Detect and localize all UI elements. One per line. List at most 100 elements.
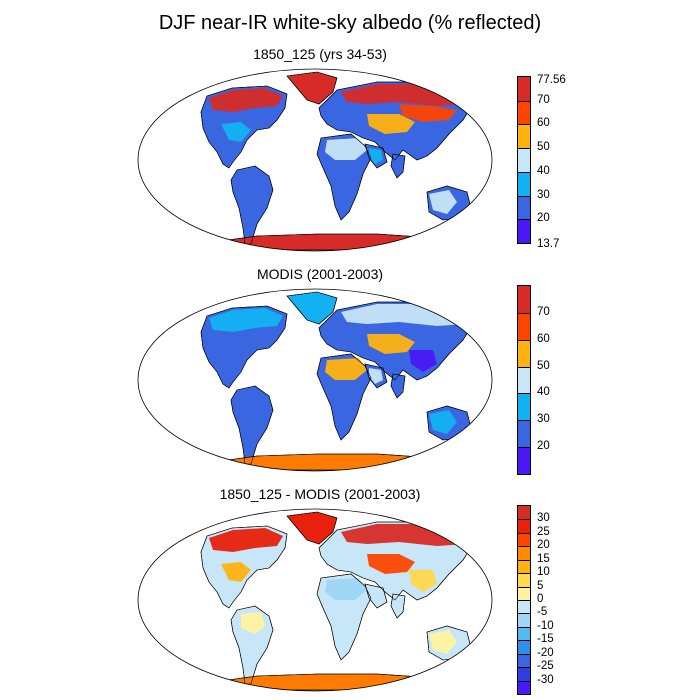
albedo-patch-central-asia (367, 334, 415, 354)
colorbar-swatch (518, 586, 530, 600)
colorbar-swatch (518, 546, 530, 560)
colorbar-tick-label: 25 (537, 525, 550, 538)
colorbar-swatch (518, 420, 530, 448)
coastline-africa (316, 573, 372, 661)
colorbar-swatch (518, 100, 530, 125)
colorbar-tick-label: 60 (537, 117, 550, 130)
colorbar-tick-label: 30 (537, 413, 550, 426)
colorbar-tick-label: 10 (537, 566, 550, 579)
colorbar-tick-label: -15 (537, 633, 554, 646)
albedo-patch-australia-west (429, 630, 457, 654)
albedo-patch-central-asia (367, 554, 415, 574)
colorbar-tick-label: 50 (537, 141, 550, 154)
albedo-patch-north-america-north (209, 308, 283, 332)
albedo-patch-china (409, 350, 437, 372)
albedo-patch-north-america-central (221, 562, 251, 582)
coastline-greenland (286, 291, 338, 325)
map-panel-difference (137, 508, 493, 692)
map-panel-modis (137, 288, 493, 472)
colorbar-swatch (518, 573, 530, 587)
albedo-patch-central-asia (367, 114, 415, 134)
colorbar-tick-label: 70 (537, 305, 550, 318)
albedo-patch-china (409, 570, 437, 592)
colorbar-tick-label: 30 (537, 512, 550, 525)
albedo-patch-arabia (369, 368, 383, 384)
colorbar-swatch (518, 393, 530, 421)
albedo-patch-sahara (325, 358, 367, 380)
colorbar-swatch (518, 559, 530, 574)
colorbar-swatch (518, 600, 530, 614)
colorbar-tick-label: 15 (537, 552, 550, 565)
albedo-patch-north-america-north (209, 88, 283, 112)
coastline-india (390, 373, 406, 399)
map-border (137, 68, 493, 252)
colorbar-swatch (518, 532, 530, 547)
colorbar-swatch (518, 195, 530, 220)
coastline-greenland (286, 511, 338, 545)
map-panel-1850 (137, 68, 493, 252)
colorbar-tick-label: -10 (537, 619, 554, 632)
colorbar-tick-label: 20 (537, 539, 550, 552)
colorbar-max-label: 77.56 (537, 74, 566, 86)
albedo-patch-south-america (241, 612, 265, 634)
colorbar-tick-label: -5 (537, 606, 548, 619)
colorbar-tick-label: 20 (537, 212, 550, 225)
colorbar-swatch (518, 447, 530, 474)
colorbar-tick-label: -25 (537, 660, 554, 673)
colorbar-tick-label: -30 (537, 673, 554, 686)
coastline-greenland (286, 71, 338, 105)
map-border (137, 508, 493, 692)
coastline-arabia (364, 583, 388, 609)
albedo-patch-north-america-north (209, 528, 283, 552)
albedo-patch-australia-west (429, 190, 457, 214)
coastline-south-america (230, 605, 274, 685)
coastline-africa (316, 133, 372, 221)
colorbar-tick-label: 0 (537, 593, 544, 605)
colorbar-swatch (518, 640, 530, 654)
panel-title-modis: MODIS (2001-2003) (256, 266, 384, 282)
coastline-africa (316, 353, 372, 441)
colorbar-modis (517, 285, 531, 475)
albedo-patch-north-america-central (221, 122, 251, 142)
colorbar-swatch (518, 339, 530, 367)
colorbar-difference (517, 505, 531, 695)
panel-title-difference: 1850_125 - MODIS (2001-2003) (219, 486, 421, 502)
coastline-south-america (230, 165, 274, 245)
panel-title-1850: 1850_125 (yrs 34-53) (253, 46, 387, 62)
colorbar-tick-label: 40 (537, 386, 550, 399)
colorbar-swatch (518, 124, 530, 149)
figure-title: DJF near-IR white-sky albedo (% reflecte… (158, 12, 542, 34)
colorbar-swatch (518, 667, 530, 681)
albedo-patch-australia-west (429, 410, 457, 434)
coastline-arabia (364, 143, 388, 169)
colorbar-tick-label: 70 (537, 93, 550, 106)
colorbar-swatch (518, 312, 530, 340)
map-border (137, 288, 493, 472)
coastline-south-america (230, 385, 274, 465)
coastline-india (390, 593, 406, 619)
colorbar-tick-label: 20 (537, 440, 550, 453)
colorbar-swatch (518, 171, 530, 196)
albedo-patch-arabia (369, 148, 383, 164)
colorbar-swatch (518, 613, 530, 627)
coastline-north-america (200, 305, 288, 389)
colorbar-swatch (518, 286, 530, 313)
coastline-north-america (200, 85, 288, 169)
coastline-north-america (200, 525, 288, 609)
colorbar-swatch (518, 506, 530, 520)
colorbar-swatch (518, 653, 530, 668)
albedo-patch-sahara (325, 138, 367, 160)
colorbar-swatch (518, 680, 530, 694)
albedo-patch-siberia (399, 104, 457, 122)
colorbar-swatch (518, 77, 530, 101)
colorbar-tick-label: 5 (537, 579, 544, 592)
colorbar-swatch (518, 519, 530, 533)
colorbar-tick-label: 50 (537, 359, 550, 372)
albedo-patch-sahara (325, 578, 367, 600)
colorbar-tick-label: 30 (537, 188, 550, 201)
colorbar-tick-label: 40 (537, 164, 550, 177)
colorbar-swatch (518, 219, 530, 243)
colorbar-swatch (518, 626, 530, 641)
coastline-arabia (364, 363, 388, 389)
colorbar-swatch (518, 366, 530, 394)
